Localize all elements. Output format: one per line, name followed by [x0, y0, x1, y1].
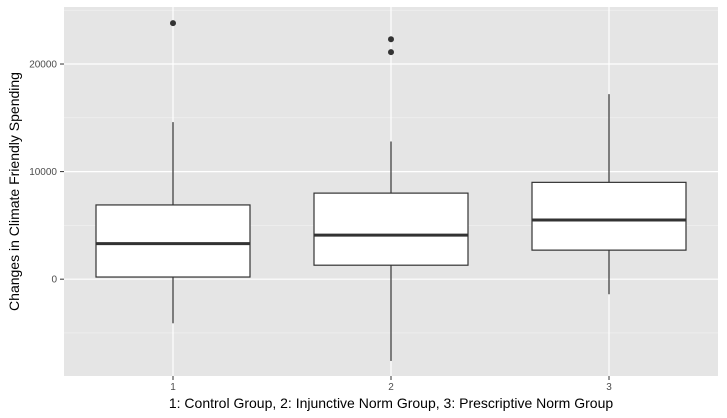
- box-group-1: [95, 20, 251, 324]
- x-tick-label: 2: [388, 382, 394, 393]
- box-group-2: [313, 36, 469, 361]
- x-tick-label: 3: [606, 382, 612, 393]
- box-series: [95, 20, 687, 361]
- box-iqr: [313, 192, 469, 266]
- y-tick-label: 20000: [29, 60, 57, 71]
- x-axis-title: 1: Control Group, 2: Injunctive Norm Gro…: [169, 395, 613, 411]
- box-group-3: [531, 94, 687, 295]
- box-iqr: [531, 181, 687, 251]
- y-tick-label: 0: [51, 275, 57, 286]
- x-tick-label: 1: [170, 382, 176, 393]
- x-axis: 1 2 3: [170, 376, 612, 393]
- outlier-point: [388, 36, 394, 43]
- y-axis: 0 10000 20000: [29, 60, 64, 286]
- box-iqr: [95, 204, 251, 278]
- y-axis-title: Changes in Climate Friendly Spending: [6, 72, 22, 311]
- outlier-point: [388, 49, 394, 56]
- y-tick-label: 10000: [29, 167, 57, 178]
- outlier-point: [170, 20, 176, 27]
